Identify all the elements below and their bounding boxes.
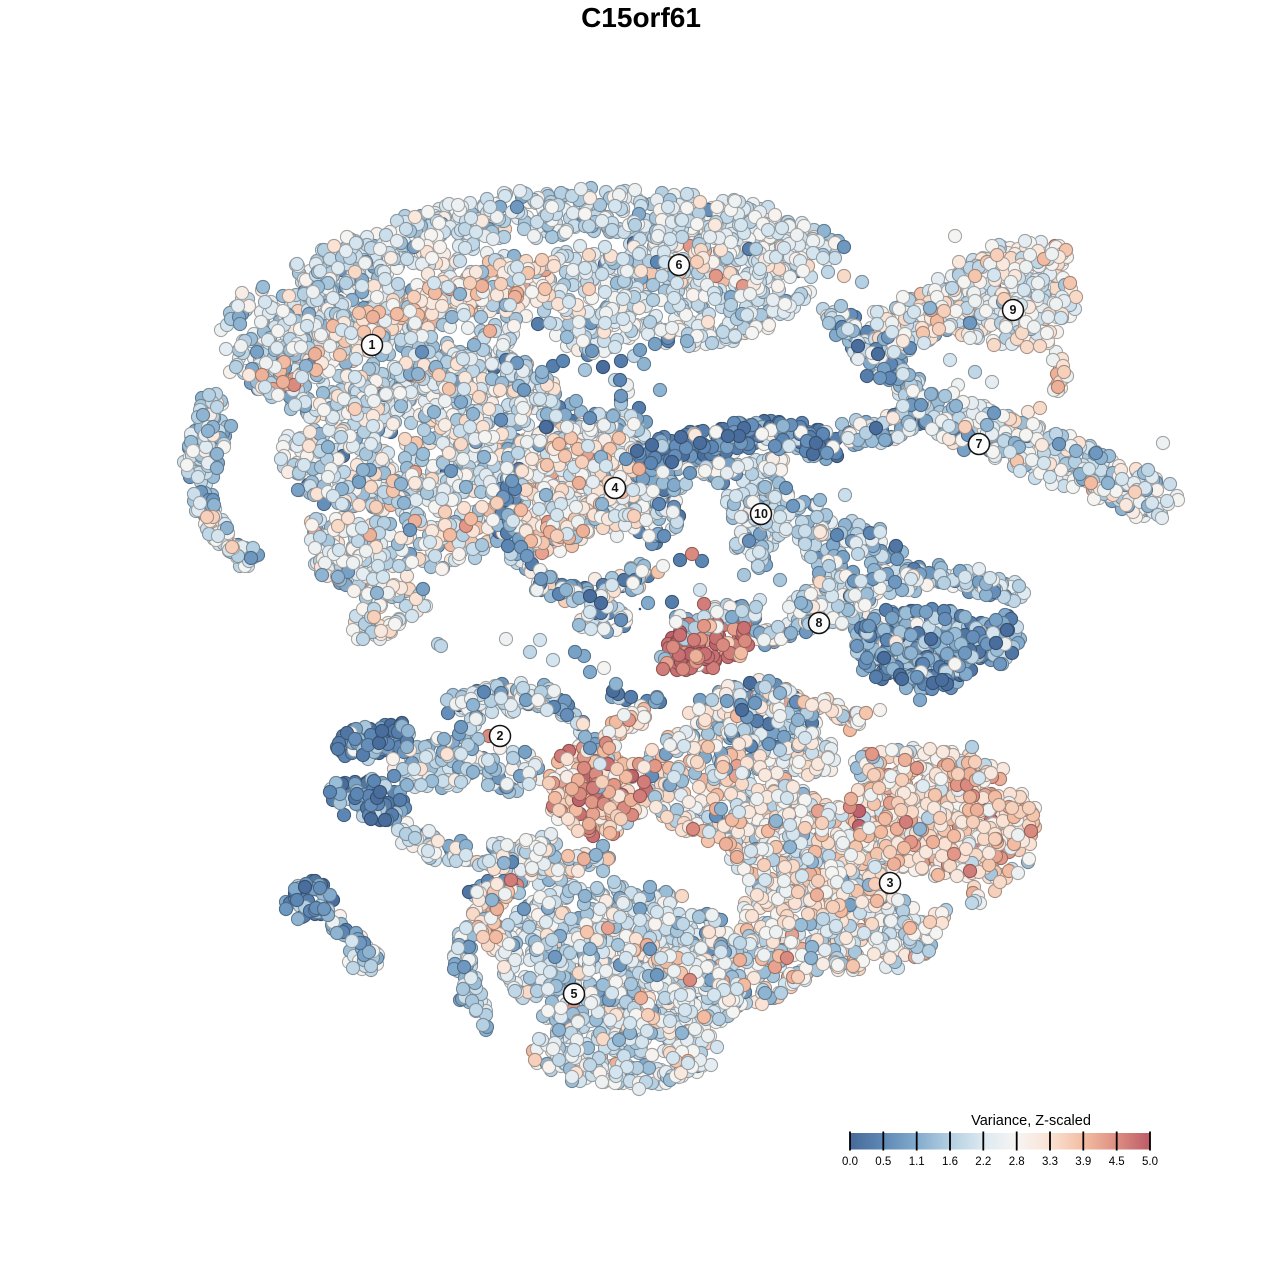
svg-text:C15orf61: C15orf61	[581, 2, 701, 33]
